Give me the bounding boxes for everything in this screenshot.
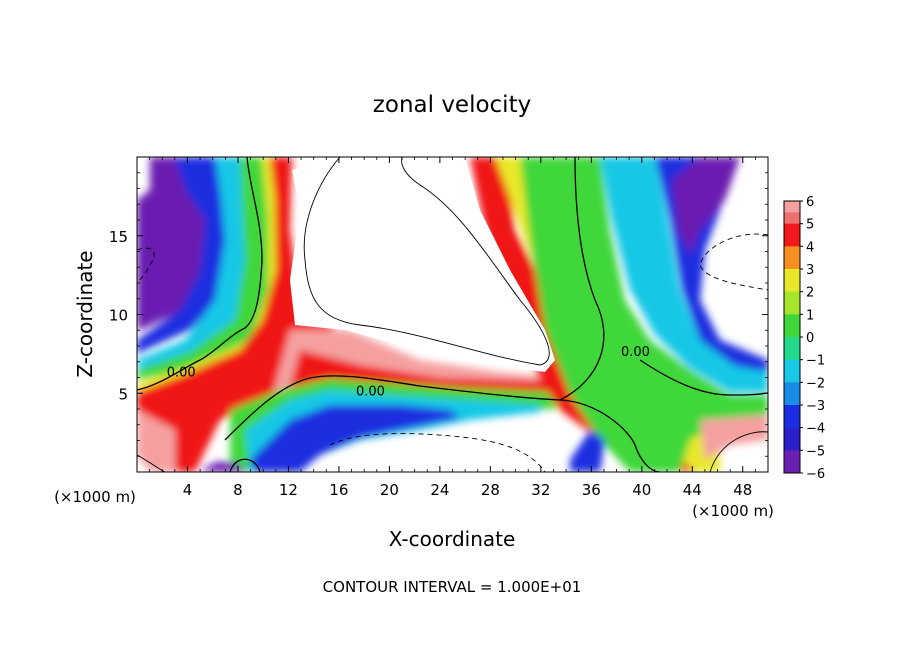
field-region-left-red	[137, 157, 360, 472]
x-tick-label: 12	[279, 481, 298, 499]
field-region-right-violet	[672, 157, 740, 255]
colorbar-swatch	[784, 359, 800, 383]
x-tick-label: 40	[632, 481, 651, 499]
contour-zero-center	[224, 375, 661, 472]
x-tick-label: 20	[380, 481, 399, 499]
colorbar-label: 6	[806, 195, 814, 210]
white-region-central	[290, 157, 555, 372]
x-unit-label: (×1000 m)	[692, 502, 774, 520]
x-axis-label: X-coordinate	[389, 527, 516, 551]
colorbar-label: −6	[806, 467, 825, 482]
colorbar-swatch	[784, 405, 800, 429]
x-axis-ticks: 4 8 12 16 20 24 28 32 36 40 44 48	[149, 157, 756, 499]
colorbar-label: 0	[806, 331, 814, 346]
colorbar-swatch	[784, 246, 800, 270]
colorbar-swatch	[784, 269, 800, 293]
contour-label-group: 0.00 0.00 0.00	[167, 345, 650, 399]
x-tick-label: 16	[329, 481, 348, 499]
y-axis-label: Z-coordinate	[73, 250, 97, 377]
contour-zero-right	[559, 157, 605, 401]
contour-thin-lines	[137, 157, 768, 472]
y-unit-label: (×1000 m)	[54, 488, 136, 506]
x-tick-label: 28	[481, 481, 500, 499]
colorbar-swatch	[784, 450, 800, 474]
colorbar-label: −1	[806, 354, 825, 369]
contour-zero-left	[137, 157, 263, 391]
colorbar-swatch	[784, 314, 800, 338]
field-region-right-cyan	[600, 157, 768, 392]
colorbar-label: −2	[806, 376, 825, 391]
field-region-right-green	[520, 157, 768, 472]
field-region-center-blue	[250, 405, 460, 472]
contour-lines	[137, 157, 768, 472]
contour-label: 0.00	[356, 384, 385, 399]
contour-dashed-left	[137, 247, 155, 283]
field-region-left-green	[137, 157, 272, 380]
colorbar-label: 4	[806, 240, 814, 255]
contour-thin-central	[303, 157, 550, 366]
colorbar-swatch-top	[784, 201, 800, 213]
contour-interval-text: CONTOUR INTERVAL = 1.000E+01	[323, 578, 582, 596]
colorbar-label: −4	[806, 422, 825, 437]
colorbar-swatch	[784, 337, 800, 361]
field-region-left-pink	[137, 410, 175, 472]
colorbar-swatch	[784, 427, 800, 451]
colorbar-label: 3	[806, 263, 814, 278]
y-tick-label: 15	[109, 228, 128, 246]
contour-dashed-bottom	[329, 433, 546, 472]
colorbar-label: −3	[806, 399, 825, 414]
contour-thin-lower-right	[709, 431, 768, 472]
y-tick-label: 5	[118, 385, 128, 403]
velocity-field	[137, 157, 768, 472]
field-region-left-cyan	[137, 157, 258, 368]
x-tick-label: 48	[733, 481, 752, 499]
field-region-bottom-blue	[570, 430, 605, 472]
colorbar-label: −5	[806, 444, 825, 459]
contour-zero-lower-loop	[229, 458, 261, 472]
y-axis-ticks: 5 10 15	[109, 172, 768, 457]
contour-thin-lower-left	[137, 454, 166, 472]
colorbar-swatch	[784, 291, 800, 315]
colorbar-label: 5	[806, 218, 814, 233]
contour-dashed-right	[699, 233, 768, 291]
colorbar-label: 1	[806, 308, 814, 323]
field-region-center-violet	[200, 462, 248, 472]
contour-label: 0.00	[167, 365, 196, 380]
colorbar-label: 2	[806, 286, 814, 301]
plot-area	[136, 156, 769, 473]
contour-dashed-lines	[137, 233, 768, 472]
contour-zero-far-right	[639, 359, 768, 396]
colorbar-swatch	[784, 382, 800, 406]
field-region-left-yellow	[137, 157, 285, 390]
field-region-right-pink	[700, 415, 768, 460]
colorbar: 6 5 4 3 2 1 0 −1 −2 −3 −4 −5 −6	[783, 195, 825, 482]
x-tick-label: 8	[233, 481, 243, 499]
field-region-right-yellow	[495, 157, 720, 472]
x-tick-label: 44	[683, 481, 702, 499]
x-tick-label: 4	[183, 481, 193, 499]
x-tick-label: 24	[430, 481, 449, 499]
x-tick-label: 32	[531, 481, 550, 499]
colorbar-swatch	[784, 223, 800, 247]
contour-label: 0.00	[621, 345, 650, 360]
x-tick-label: 36	[582, 481, 601, 499]
y-tick-label: 10	[109, 307, 128, 325]
chart-title: zonal velocity	[373, 92, 531, 118]
